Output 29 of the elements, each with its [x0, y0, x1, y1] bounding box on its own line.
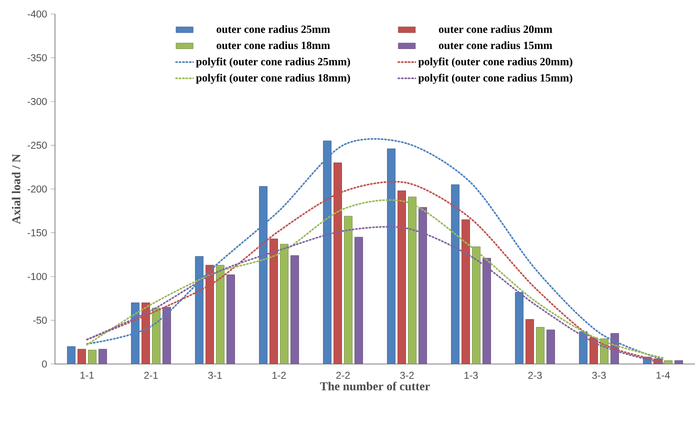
x-tick-label: 2-2: [336, 372, 350, 379]
y-tick-label: -50: [33, 316, 47, 324]
y-tick-label: -200: [28, 185, 47, 193]
x-axis-title: The number of cutter: [320, 382, 430, 390]
x-tick-label: 1-4: [656, 372, 670, 379]
legend-label: outer cone radius 18mm: [216, 41, 330, 50]
y-tick-label: -100: [28, 272, 47, 280]
legend-label: polyfit (outer cone radius 15mm): [418, 74, 572, 84]
y-tick-label: -400: [28, 10, 47, 18]
x-tick-label: 1-2: [272, 372, 286, 379]
x-tick-label: 3-1: [208, 372, 222, 379]
y-axis-title: Axial load / N: [12, 154, 20, 224]
y-tick-label: -350: [28, 54, 47, 62]
x-tick-label: 1-1: [80, 372, 94, 379]
x-tick-label: 2-3: [528, 372, 542, 379]
legend-label: outer cone radius 25mm: [216, 25, 330, 33]
legend-label: outer cone radius 20mm: [438, 25, 552, 33]
x-tick-label: 1-3: [464, 372, 478, 379]
legend-label: outer cone radius 15mm: [438, 41, 552, 50]
x-tick-label: 3-3: [592, 372, 606, 379]
y-tick-label: 0: [42, 360, 47, 368]
legend-label: polyfit (outer cone radius 20mm): [418, 57, 572, 68]
x-tick-label: 2-1: [144, 372, 158, 379]
legend-label: polyfit (outer cone radius 18mm): [196, 74, 350, 84]
legend-label: polyfit (outer cone radius 25mm): [196, 57, 350, 68]
y-tick-label: -300: [28, 98, 47, 106]
y-tick-label: -150: [28, 229, 47, 236]
y-tick-label: -250: [28, 142, 47, 149]
x-tick-label: 3-2: [400, 372, 414, 379]
